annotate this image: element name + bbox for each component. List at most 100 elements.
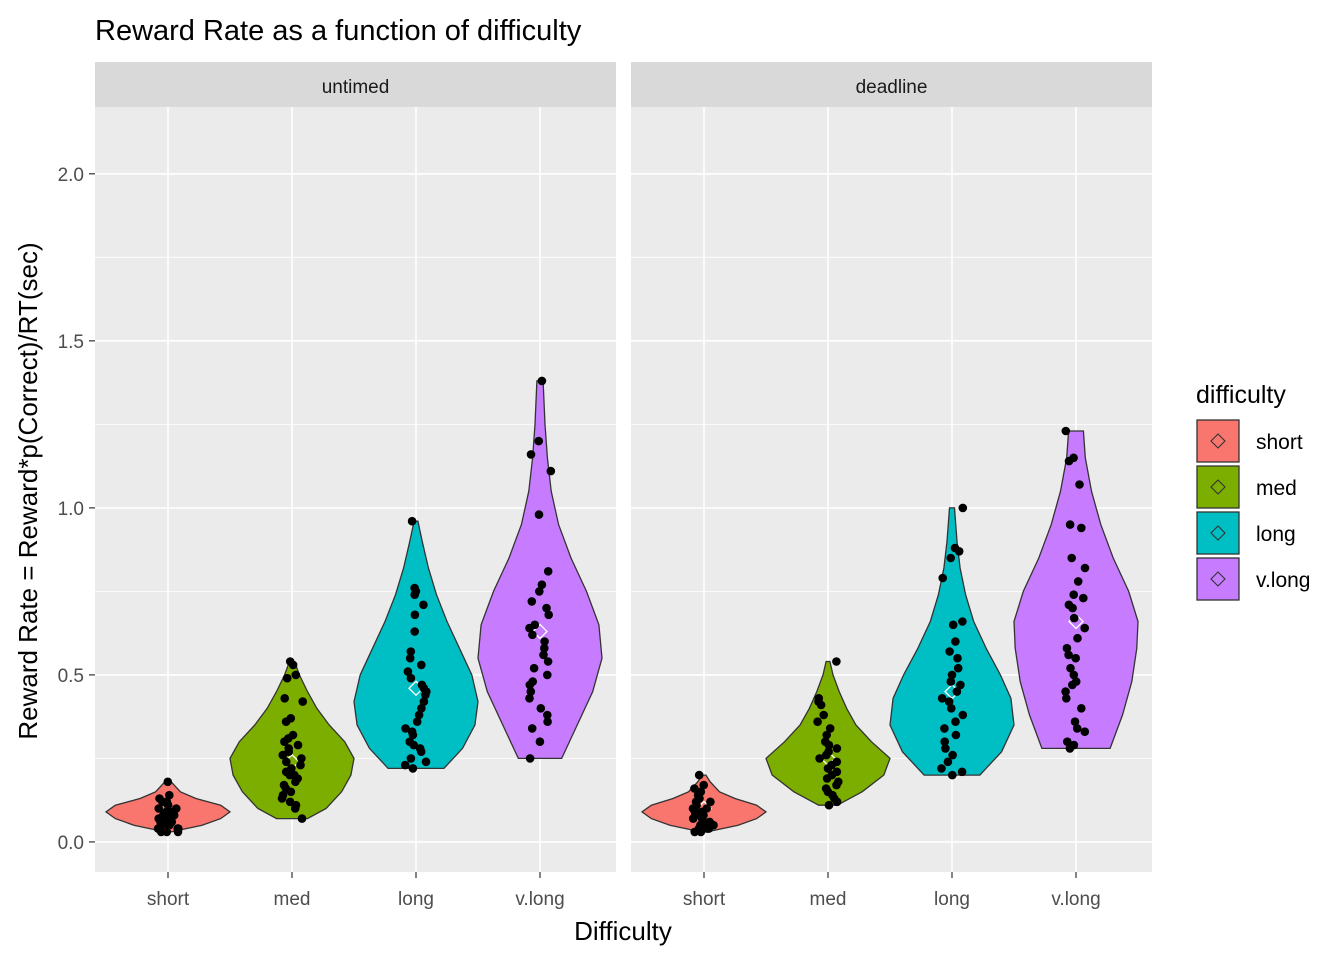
data-point (421, 757, 431, 767)
data-point (1072, 724, 1082, 733)
data-point (1061, 687, 1070, 696)
data-point (1064, 456, 1074, 466)
data-point (291, 670, 301, 680)
data-point (280, 737, 289, 746)
facet-deadline: deadline short med long v.long (631, 62, 1152, 910)
data-point (694, 770, 704, 780)
data-point (172, 804, 181, 813)
data-point (163, 820, 172, 830)
data-point (419, 600, 428, 610)
data-point (173, 827, 183, 837)
data-point (1080, 623, 1089, 633)
legend-diamond-icon (1210, 525, 1226, 541)
data-point (293, 740, 303, 750)
data-point (945, 647, 954, 656)
data-point (534, 510, 544, 519)
data-point (1065, 520, 1075, 529)
data-point (286, 787, 296, 797)
data-point (1068, 680, 1077, 690)
data-point (1064, 650, 1073, 660)
data-point (823, 764, 833, 773)
data-point (1070, 717, 1080, 726)
data-point (706, 797, 715, 807)
data-point (414, 710, 424, 720)
x-tick-label: long (398, 889, 434, 910)
data-point (946, 677, 956, 686)
data-point (1069, 670, 1079, 680)
legend: difficulty short med long v.long (1196, 381, 1310, 601)
facet-panels: 0.0 0.5 1.0 1.5 2.0 untimed short med long v.long… (58, 62, 1152, 910)
legend-key-med (1196, 465, 1240, 509)
data-point (534, 436, 543, 446)
data-point (940, 737, 949, 746)
data-point (417, 704, 426, 713)
facet-strip-label: untimed (322, 77, 390, 98)
y-axis-label: Reward Rate = Reward*p(Correct)/RT(sec) (13, 242, 43, 739)
x-axis-label: Difficulty (574, 916, 672, 946)
data-point (412, 717, 422, 726)
data-point (819, 710, 828, 720)
data-point (1073, 633, 1082, 643)
data-point (958, 710, 968, 720)
data-point (278, 750, 288, 760)
data-point (822, 750, 831, 760)
data-point (406, 673, 416, 683)
data-point (1061, 426, 1071, 436)
data-point (406, 754, 416, 763)
data-point (543, 670, 552, 680)
data-point (1075, 480, 1084, 489)
data-point (408, 764, 418, 773)
data-point (154, 804, 163, 813)
data-point (525, 754, 535, 763)
x-tick-label: med (274, 889, 311, 910)
data-point (957, 767, 967, 777)
data-point (1071, 653, 1080, 663)
data-point (813, 717, 822, 726)
data-point (948, 770, 957, 780)
data-point (408, 730, 418, 740)
data-point (946, 553, 955, 563)
data-point (815, 754, 824, 763)
data-point (1062, 694, 1071, 703)
data-point (525, 694, 534, 703)
data-point (824, 740, 834, 750)
data-point (948, 620, 958, 630)
data-point (296, 760, 305, 770)
data-point (948, 750, 957, 760)
data-point (951, 717, 960, 726)
data-point (527, 724, 537, 733)
data-point (285, 770, 295, 780)
data-point (540, 637, 549, 646)
data-point (941, 744, 950, 753)
data-point (1073, 577, 1083, 586)
x-tick-label: v.long (515, 889, 564, 910)
data-point (537, 580, 547, 589)
data-point (543, 710, 552, 720)
data-point (1079, 593, 1088, 603)
data-point (690, 827, 699, 837)
data-point (1080, 727, 1090, 736)
data-point (277, 794, 287, 803)
data-point (696, 827, 706, 837)
data-point (400, 760, 410, 770)
data-point (822, 774, 832, 783)
legend-title: difficulty (1196, 381, 1286, 409)
x-tick-label: short (683, 889, 726, 910)
data-point (544, 610, 553, 620)
data-point (951, 730, 961, 740)
legend-label-short: short (1256, 431, 1303, 454)
data-point (947, 670, 957, 680)
legend-label-med: med (1256, 477, 1297, 500)
data-point (816, 700, 826, 710)
data-point (421, 690, 430, 700)
facet-strip (631, 62, 1152, 107)
y-tick-label: 1.0 (58, 499, 84, 520)
data-point (956, 680, 965, 690)
y-tick-label: 1.5 (58, 332, 84, 353)
data-point (1063, 737, 1072, 746)
data-point (953, 663, 963, 673)
data-point (1062, 643, 1072, 653)
data-point (291, 777, 300, 787)
data-point (282, 757, 291, 767)
